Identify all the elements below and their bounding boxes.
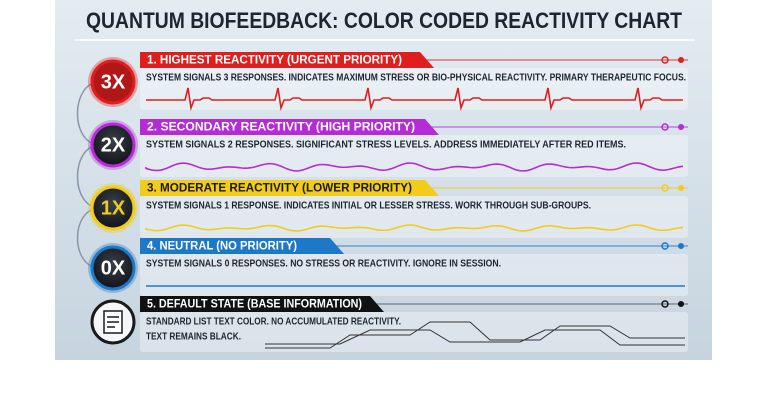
description: TEXT REMAINS BLACK.	[146, 332, 241, 343]
row-marker	[678, 243, 684, 249]
description: SYSTEM SIGNALS 0 RESPONSES. NO STRESS OR…	[146, 259, 501, 270]
heading-ribbon	[140, 180, 439, 196]
heading: 3. MODERATE REACTIVITY (LOWER PRIORITY)	[147, 181, 412, 195]
description: STANDARD LIST TEXT COLOR. NO ACCUMULATED…	[146, 317, 401, 328]
description: SYSTEM SIGNALS 1 RESPONSE. INDICATES INI…	[146, 201, 591, 212]
reactivity-row: 4. NEUTRAL (NO PRIORITY) SYSTEM SIGNALS 0…	[88, 238, 688, 296]
heading-ribbon	[140, 296, 384, 312]
waveform	[145, 224, 684, 232]
rows: 1. HIGHEST REACTIVITY (URGENT PRIORITY) S…	[88, 52, 688, 352]
badge	[90, 185, 136, 231]
row-marker	[661, 123, 669, 131]
heading-ribbon	[140, 238, 344, 254]
row-band	[140, 196, 688, 238]
reactivity-row: 3. MODERATE REACTIVITY (LOWER PRIORITY) S…	[88, 180, 688, 238]
reactivity-row: 2. SECONDARY REACTIVITY (HIGH PRIORITY) S…	[88, 119, 688, 177]
row-marker	[678, 185, 684, 191]
row-marker	[661, 184, 669, 192]
waveform	[145, 162, 684, 172]
heading: 5. DEFAULT STATE (BASE INFORMATION)	[147, 297, 362, 311]
heading: 4. NEUTRAL (NO PRIORITY)	[147, 239, 297, 253]
row-band	[140, 68, 688, 110]
badge	[90, 245, 136, 291]
description: SYSTEM SIGNALS 2 RESPONSES. SIGNIFICANT …	[146, 140, 626, 151]
row-marker	[678, 301, 684, 307]
row-band	[140, 135, 688, 177]
badge-label: 1X	[101, 197, 126, 219]
reactivity-row: 1. HIGHEST REACTIVITY (URGENT PRIORITY) S…	[88, 52, 688, 112]
badge-label: 0X	[101, 257, 126, 279]
row-marker	[661, 242, 669, 250]
badge-label: 2X	[101, 134, 126, 156]
document-icon-lines	[107, 316, 119, 328]
description: SYSTEM SIGNALS 3 RESPONSES. INDICATES MA…	[146, 73, 686, 84]
reactivity-row: 5. DEFAULT STATE (BASE INFORMATION) STAND…	[90, 296, 688, 352]
heading-ribbon	[140, 52, 434, 68]
row-marker	[678, 124, 684, 130]
waveform	[146, 87, 683, 112]
badge	[90, 122, 136, 168]
heading-ribbon	[140, 119, 439, 135]
row-marker	[661, 300, 669, 308]
heading: 1. HIGHEST REACTIVITY (URGENT PRIORITY)	[147, 53, 402, 67]
badge	[90, 59, 136, 105]
row-marker	[661, 56, 669, 64]
title: QUANTUM BIOFEEDBACK: COLOR CODED REACTIV…	[86, 8, 682, 33]
waveform	[265, 321, 685, 349]
badge-label: 3X	[101, 71, 126, 93]
row-marker	[678, 57, 684, 63]
heading: 2. SECONDARY REACTIVITY (HIGH PRIORITY)	[147, 120, 415, 134]
